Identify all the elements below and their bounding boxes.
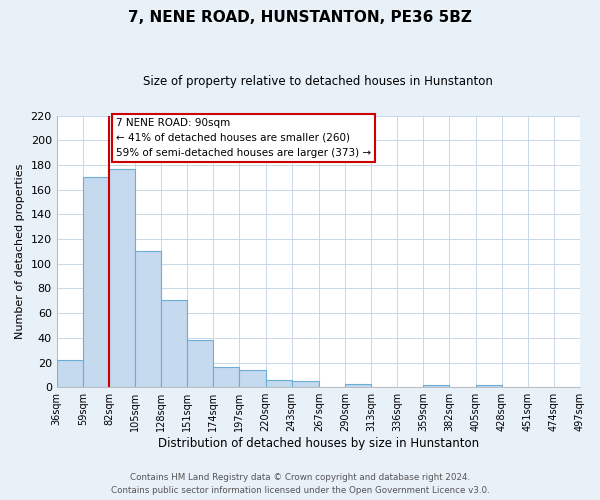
Bar bbox=[345, 384, 371, 387]
Bar bbox=[161, 300, 187, 387]
Bar bbox=[187, 340, 214, 387]
Bar bbox=[424, 384, 449, 387]
Text: 7, NENE ROAD, HUNSTANTON, PE36 5BZ: 7, NENE ROAD, HUNSTANTON, PE36 5BZ bbox=[128, 10, 472, 25]
Bar bbox=[83, 178, 109, 387]
X-axis label: Distribution of detached houses by size in Hunstanton: Distribution of detached houses by size … bbox=[158, 437, 479, 450]
Y-axis label: Number of detached properties: Number of detached properties bbox=[15, 164, 25, 339]
Bar bbox=[135, 252, 161, 387]
Bar bbox=[214, 368, 239, 387]
Text: Contains HM Land Registry data © Crown copyright and database right 2024.
Contai: Contains HM Land Registry data © Crown c… bbox=[110, 474, 490, 495]
Title: Size of property relative to detached houses in Hunstanton: Size of property relative to detached ho… bbox=[143, 75, 493, 88]
Bar bbox=[56, 360, 83, 387]
Bar bbox=[476, 384, 502, 387]
Bar bbox=[239, 370, 266, 387]
Bar bbox=[292, 381, 319, 387]
Bar bbox=[109, 168, 135, 387]
Text: 7 NENE ROAD: 90sqm
← 41% of detached houses are smaller (260)
59% of semi-detach: 7 NENE ROAD: 90sqm ← 41% of detached hou… bbox=[116, 118, 371, 158]
Bar bbox=[266, 380, 292, 387]
